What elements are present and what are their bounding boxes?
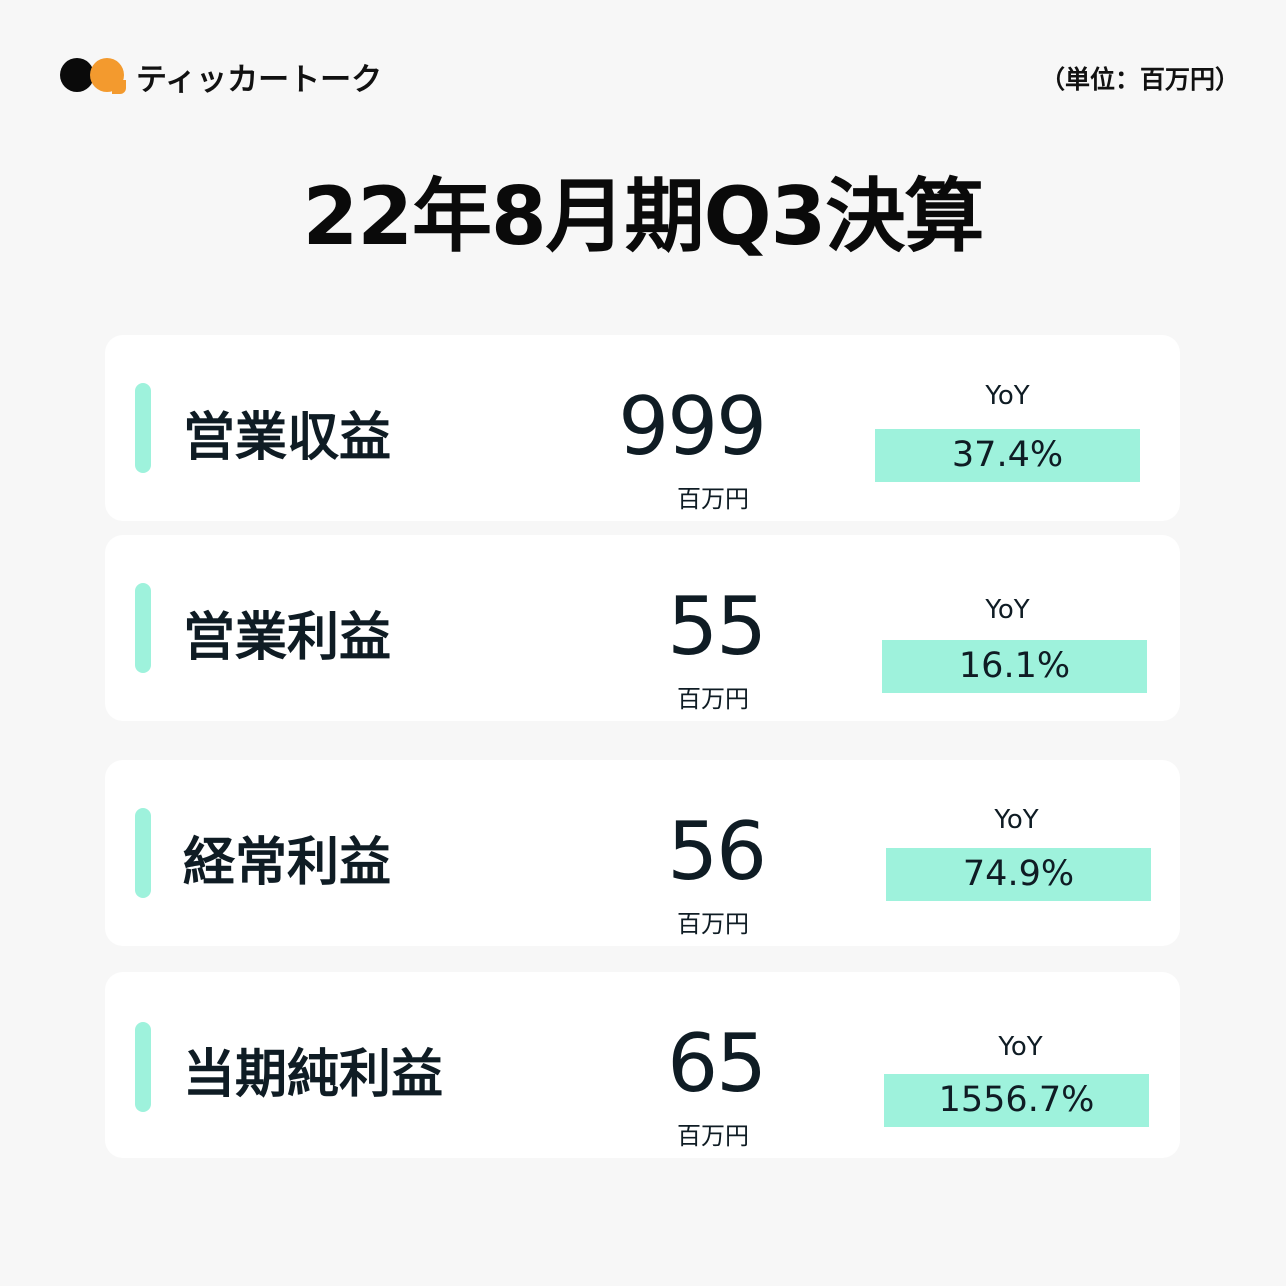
metric-value: 999 bbox=[618, 380, 767, 473]
accent-bar bbox=[135, 583, 151, 673]
metric-unit: 百万円 bbox=[677, 685, 749, 713]
orange-speech-bubble-icon bbox=[90, 58, 126, 94]
metric-value: 65 bbox=[667, 1017, 767, 1110]
logo-mark-icon bbox=[60, 56, 126, 96]
accent-bar bbox=[135, 383, 151, 473]
brand-logo: ティッカートーク bbox=[60, 56, 383, 98]
metric-unit: 百万円 bbox=[677, 1122, 749, 1150]
metric-card-operating-revenue: 営業収益 999 百万円 YoY 37.4% bbox=[105, 335, 1180, 521]
metric-unit: 百万円 bbox=[677, 910, 749, 938]
yoy-value-badge: 74.9% bbox=[886, 848, 1151, 901]
page-title: 22年8月期Q3決算 bbox=[302, 170, 985, 263]
yoy-label: YoY bbox=[994, 805, 1039, 835]
accent-bar bbox=[135, 1022, 151, 1112]
metric-card-operating-profit: 営業利益 55 百万円 YoY 16.1% bbox=[105, 535, 1180, 721]
metric-label: 当期純利益 bbox=[183, 1045, 444, 1105]
metric-unit: 百万円 bbox=[677, 485, 749, 513]
yoy-label: YoY bbox=[985, 381, 1030, 411]
metric-card-net-income: 当期純利益 65 百万円 YoY 1556.7% bbox=[105, 972, 1180, 1158]
yoy-value-badge: 1556.7% bbox=[884, 1074, 1149, 1127]
metric-value: 55 bbox=[667, 580, 767, 673]
metric-label: 営業収益 bbox=[183, 408, 392, 468]
accent-bar bbox=[135, 808, 151, 898]
unit-note: （単位：百万円） bbox=[1039, 65, 1240, 94]
brand-name: ティッカートーク bbox=[136, 61, 383, 98]
yoy-value-badge: 16.1% bbox=[882, 640, 1147, 693]
black-dot-icon bbox=[60, 58, 94, 92]
yoy-label: YoY bbox=[985, 595, 1030, 625]
yoy-value-badge: 37.4% bbox=[875, 429, 1140, 482]
yoy-label: YoY bbox=[998, 1032, 1043, 1062]
metric-label: 営業利益 bbox=[183, 608, 392, 668]
metric-label: 経常利益 bbox=[183, 833, 392, 893]
metric-value: 56 bbox=[667, 805, 767, 898]
metric-card-ordinary-profit: 経常利益 56 百万円 YoY 74.9% bbox=[105, 760, 1180, 946]
